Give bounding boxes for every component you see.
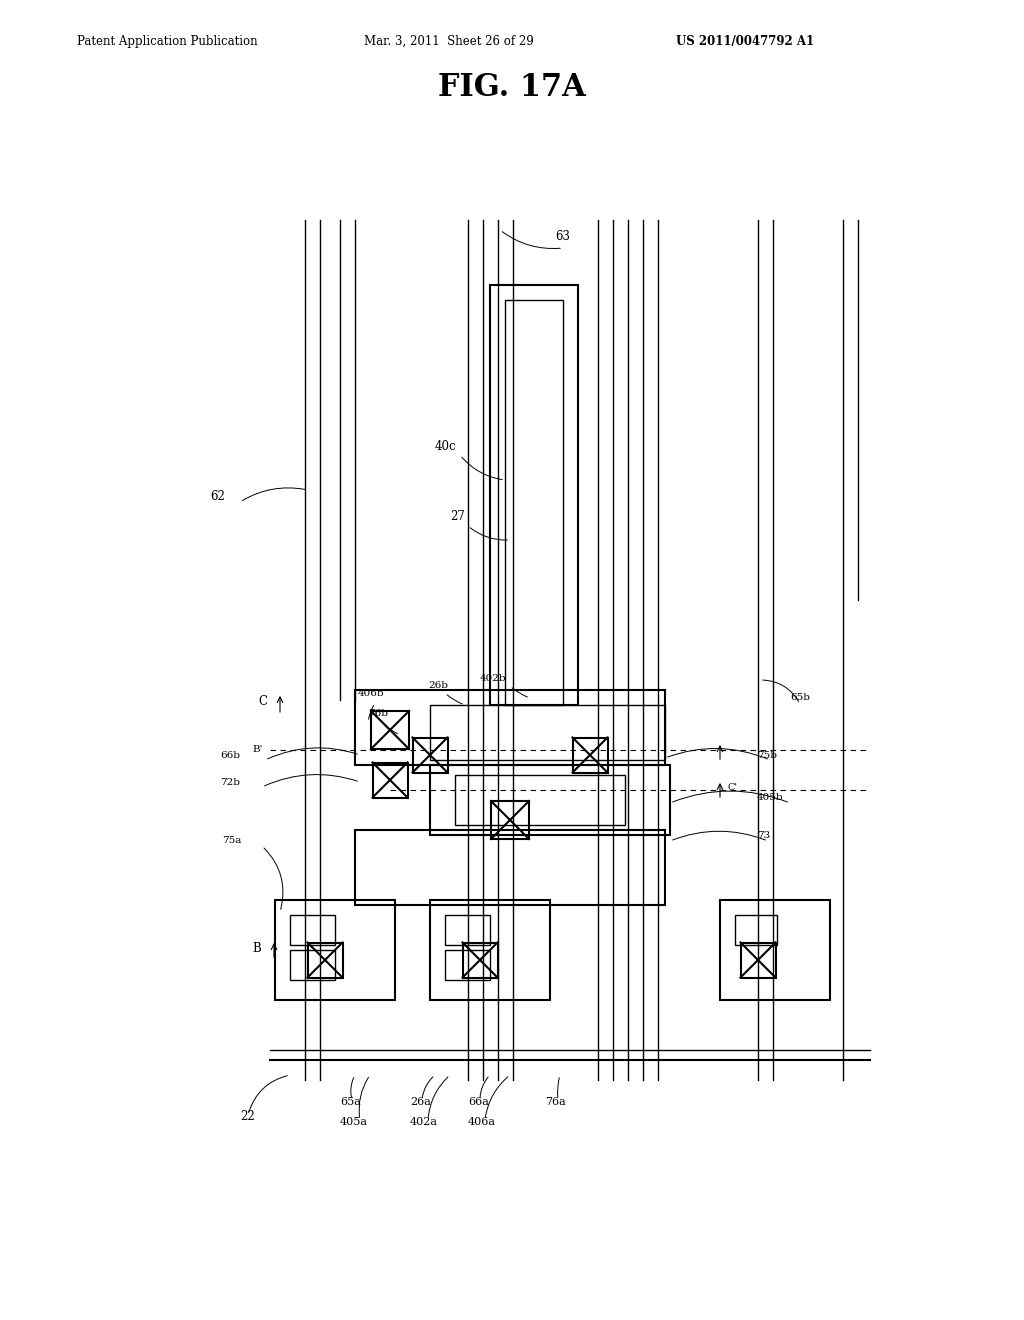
Bar: [720, 900, 830, 1001]
Bar: [373, 763, 408, 797]
Text: 66b: 66b: [220, 751, 240, 760]
Text: C: C: [258, 696, 267, 708]
Text: 65b: 65b: [790, 693, 810, 702]
Bar: [275, 900, 395, 1001]
Text: C': C': [728, 783, 738, 792]
Text: Patent Application Publication: Patent Application Publication: [77, 34, 257, 48]
Text: 402b: 402b: [480, 675, 507, 682]
Text: 62: 62: [210, 490, 225, 503]
Bar: [445, 915, 490, 945]
Bar: [490, 285, 578, 705]
Text: 76b: 76b: [368, 709, 388, 718]
Text: 26a: 26a: [410, 1097, 431, 1107]
Bar: [740, 942, 775, 978]
Text: FIG. 17A: FIG. 17A: [438, 73, 586, 103]
Bar: [430, 900, 550, 1001]
Text: 66a: 66a: [468, 1097, 488, 1107]
Bar: [430, 705, 665, 760]
Text: 63: 63: [555, 230, 570, 243]
Text: 76a: 76a: [545, 1097, 565, 1107]
Text: 75b: 75b: [757, 751, 777, 760]
Bar: [413, 738, 447, 772]
Text: 405a: 405a: [340, 1117, 368, 1127]
Text: 75a: 75a: [222, 836, 242, 845]
Bar: [430, 766, 670, 836]
Bar: [445, 950, 490, 979]
Text: 27: 27: [450, 510, 465, 523]
Bar: [490, 801, 529, 840]
Text: 26b: 26b: [428, 681, 449, 690]
Text: 406a: 406a: [468, 1117, 496, 1127]
Bar: [355, 690, 665, 766]
Bar: [290, 915, 335, 945]
Bar: [572, 738, 607, 772]
Bar: [355, 830, 665, 906]
Text: 72b: 72b: [220, 777, 240, 787]
Text: 73: 73: [757, 832, 770, 840]
Bar: [290, 950, 335, 979]
Bar: [735, 915, 777, 945]
Bar: [307, 942, 342, 978]
Bar: [505, 300, 563, 705]
Text: Mar. 3, 2011  Sheet 26 of 29: Mar. 3, 2011 Sheet 26 of 29: [364, 34, 534, 48]
Text: B: B: [252, 942, 261, 954]
Text: US 2011/0047792 A1: US 2011/0047792 A1: [676, 34, 814, 48]
Text: 406b: 406b: [358, 689, 385, 698]
Text: 65a: 65a: [340, 1097, 360, 1107]
Text: 40c: 40c: [435, 440, 457, 453]
Text: B': B': [252, 744, 262, 754]
Text: 402a: 402a: [410, 1117, 438, 1127]
Text: 405b: 405b: [757, 793, 783, 803]
Bar: [455, 775, 625, 825]
Bar: [463, 942, 498, 978]
Text: 22: 22: [240, 1110, 255, 1123]
Bar: [371, 711, 409, 748]
